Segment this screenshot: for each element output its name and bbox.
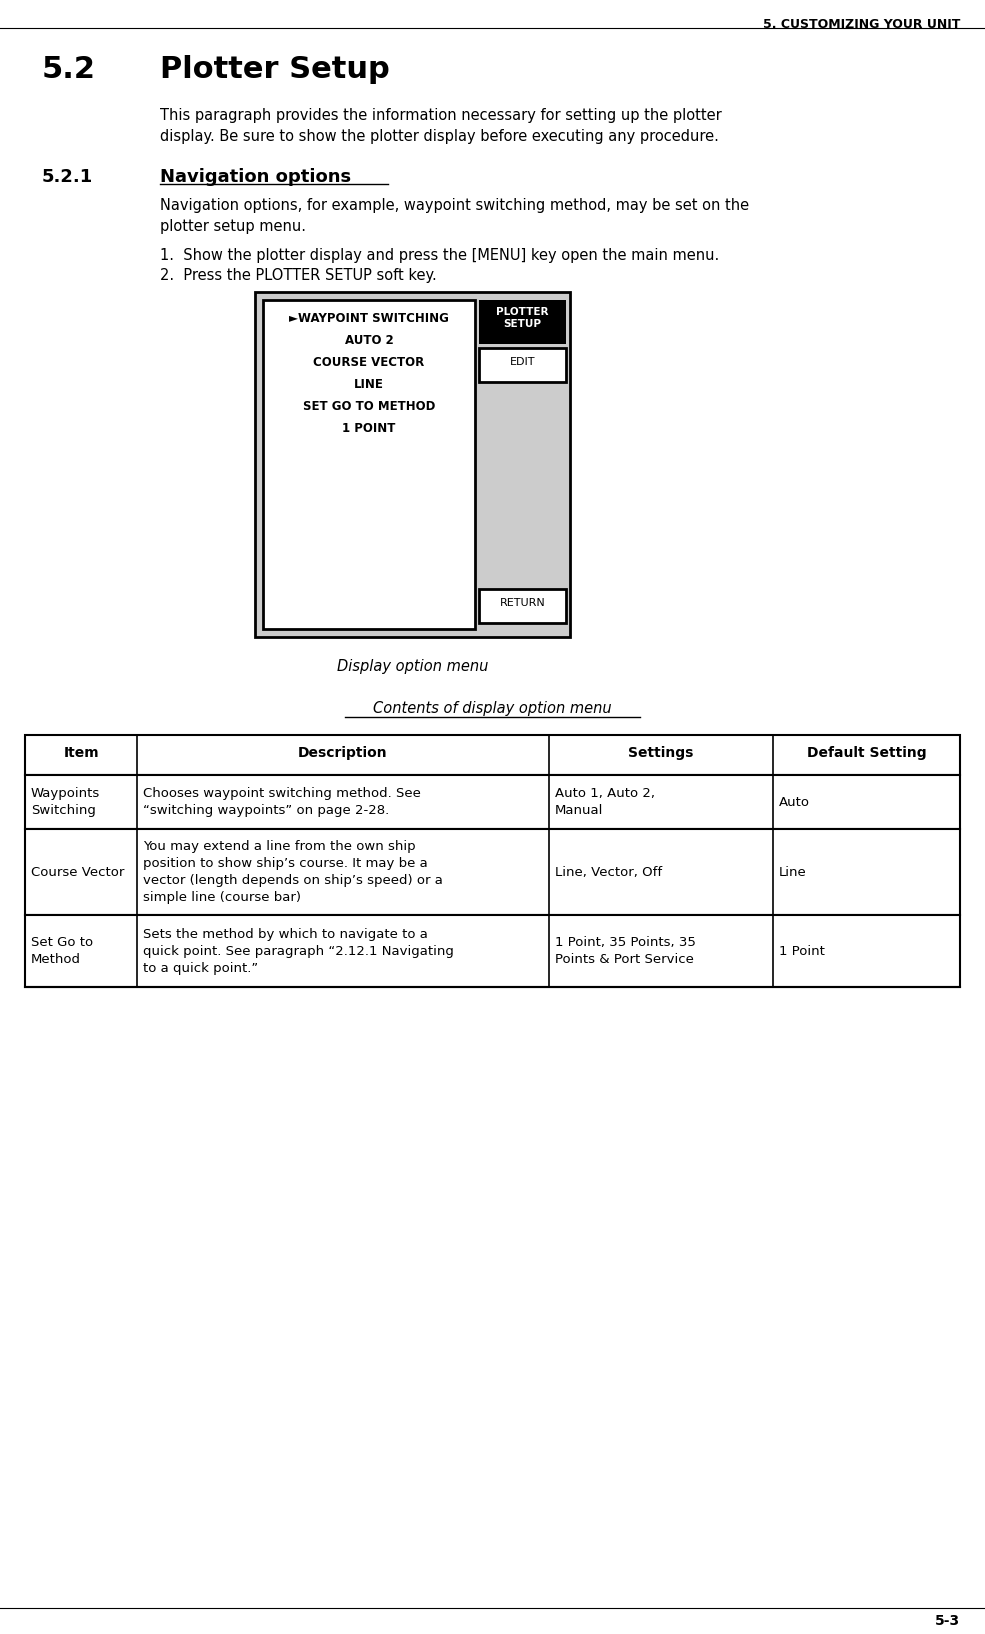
Bar [479, 588, 566, 623]
Bar [263, 301, 475, 629]
Text: 1 Point, 35 Points, 35
Points & Port Service: 1 Point, 35 Points, 35 Points & Port Ser… [555, 936, 695, 966]
Text: Waypoints
Switching: Waypoints Switching [31, 788, 100, 817]
Bar [25, 828, 960, 915]
Text: Contents of display option menu: Contents of display option menu [372, 701, 612, 716]
Text: Display option menu: Display option menu [337, 659, 489, 673]
Bar [255, 292, 570, 637]
Text: Description: Description [298, 747, 388, 760]
Text: Navigation options: Navigation options [160, 168, 351, 186]
Bar [479, 301, 566, 345]
Text: Settings: Settings [628, 747, 693, 760]
Text: SET GO TO METHOD: SET GO TO METHOD [302, 400, 435, 413]
Bar [479, 348, 566, 382]
Text: This paragraph provides the information necessary for setting up the plotter
dis: This paragraph provides the information … [160, 108, 722, 144]
Text: Set Go to
Method: Set Go to Method [31, 936, 94, 966]
Text: COURSE VECTOR: COURSE VECTOR [313, 356, 425, 369]
Text: LINE: LINE [354, 377, 384, 391]
Text: AUTO 2: AUTO 2 [345, 333, 393, 346]
Text: Item: Item [63, 747, 98, 760]
Text: 1.  Show the plotter display and press the [MENU] key open the main menu.: 1. Show the plotter display and press th… [160, 248, 719, 263]
Text: Auto 1, Auto 2,
Manual: Auto 1, Auto 2, Manual [555, 788, 655, 817]
Text: Sets the method by which to navigate to a
quick point. See paragraph “2.12.1 Nav: Sets the method by which to navigate to … [143, 928, 454, 974]
Text: Line: Line [779, 866, 807, 879]
Text: Auto: Auto [779, 796, 810, 809]
Text: 1 Point: 1 Point [779, 944, 824, 958]
Text: Line, Vector, Off: Line, Vector, Off [555, 866, 662, 879]
Text: Chooses waypoint switching method. See
“switching waypoints” on page 2-28.: Chooses waypoint switching method. See “… [143, 788, 421, 817]
Text: 1 POINT: 1 POINT [343, 422, 396, 435]
Text: RETURN: RETURN [499, 598, 546, 608]
Text: 5-3: 5-3 [935, 1614, 960, 1627]
Text: 5. CUSTOMIZING YOUR UNIT: 5. CUSTOMIZING YOUR UNIT [762, 18, 960, 31]
Text: Plotter Setup: Plotter Setup [160, 56, 390, 83]
Text: 2.  Press the PLOTTER SETUP soft key.: 2. Press the PLOTTER SETUP soft key. [160, 268, 436, 283]
Text: You may extend a line from the own ship
position to show ship’s course. It may b: You may extend a line from the own ship … [143, 840, 443, 904]
Bar [25, 735, 960, 775]
Text: EDIT: EDIT [510, 356, 535, 368]
Text: Default Setting: Default Setting [807, 747, 926, 760]
Text: Course Vector: Course Vector [31, 866, 124, 879]
Text: PLOTTER
SETUP: PLOTTER SETUP [496, 307, 549, 330]
Text: 5.2.1: 5.2.1 [42, 168, 94, 186]
Text: ►WAYPOINT SWITCHING: ►WAYPOINT SWITCHING [289, 312, 449, 325]
Bar [25, 915, 960, 987]
Text: Navigation options, for example, waypoint switching method, may be set on the
pl: Navigation options, for example, waypoin… [160, 198, 750, 234]
Text: 5.2: 5.2 [42, 56, 96, 83]
Bar [25, 775, 960, 828]
